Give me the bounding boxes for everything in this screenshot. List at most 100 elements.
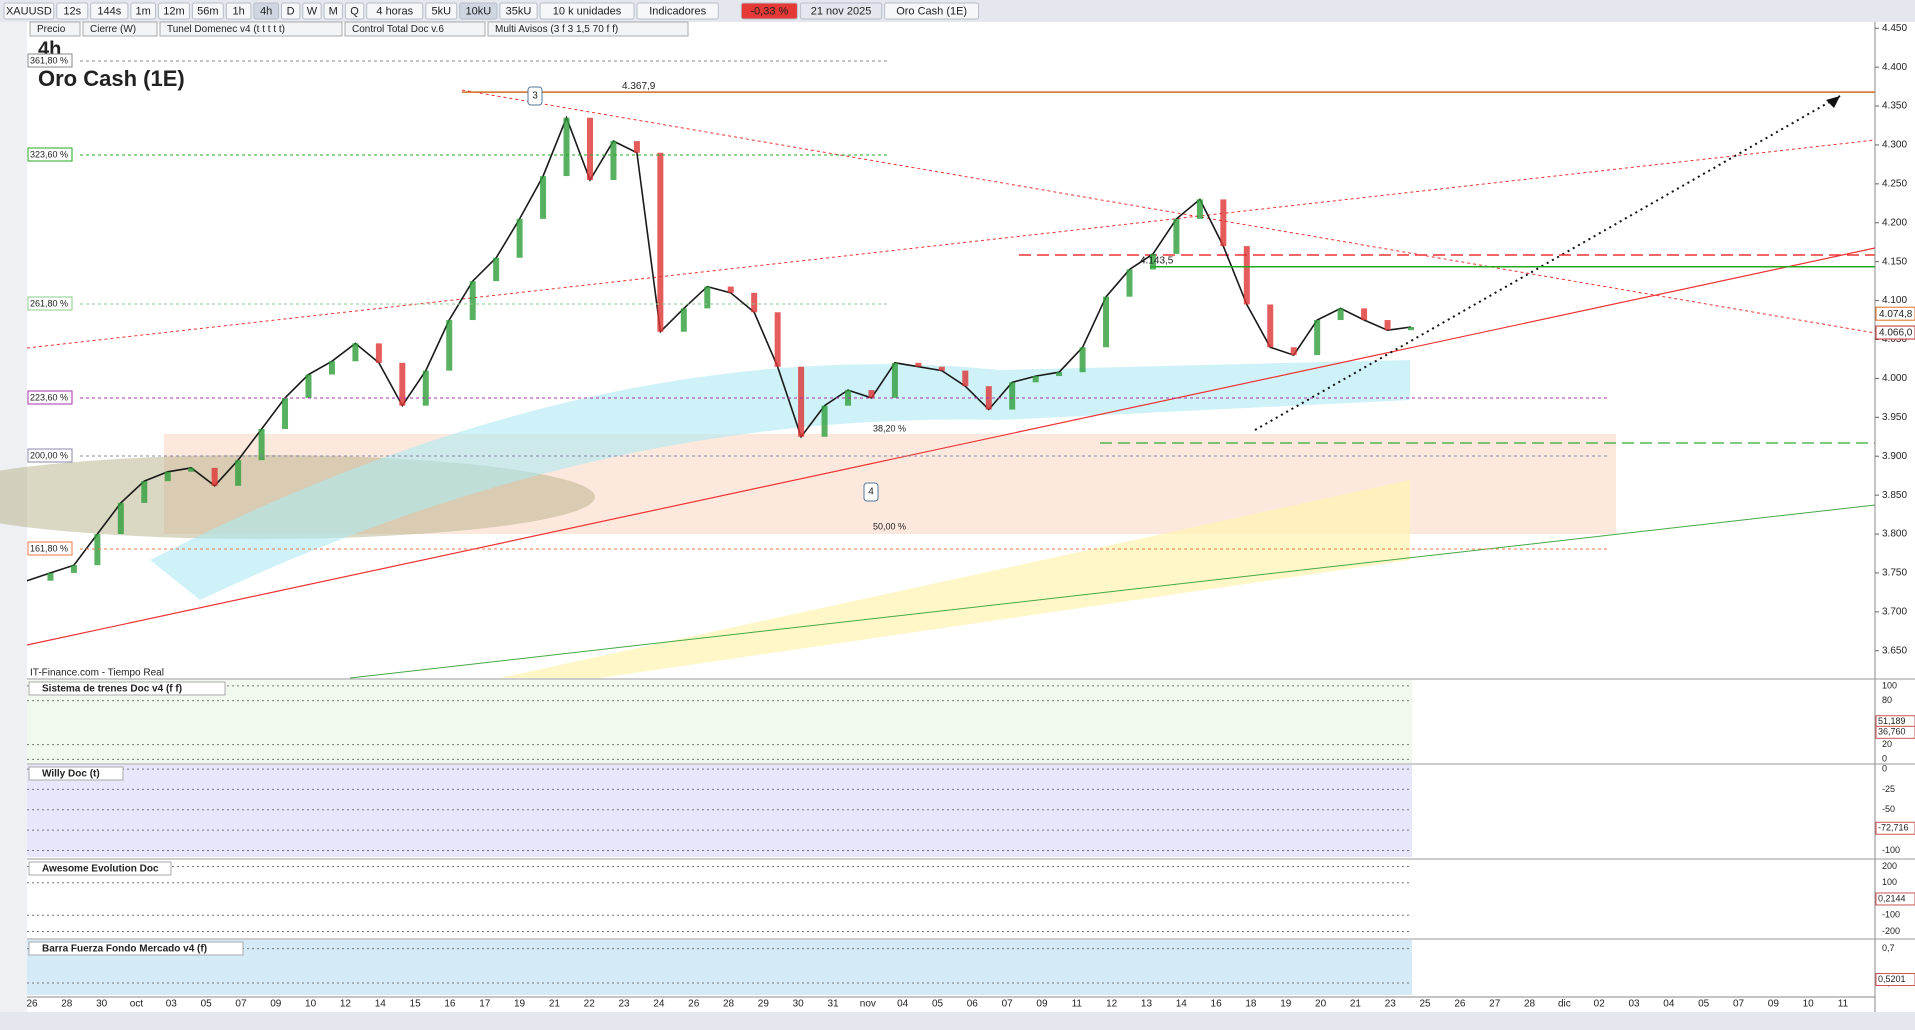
legend-label[interactable]: Cierre (W) <box>90 24 136 35</box>
toolbar-button[interactable] <box>799 2 883 20</box>
toolbar-label[interactable]: 1h <box>232 5 244 17</box>
toolbar-label[interactable]: 10 k unidades <box>553 5 622 17</box>
toolbar-button[interactable] <box>225 2 252 20</box>
trendline <box>349 504 1876 679</box>
candle-body <box>962 370 969 387</box>
toolbar-button[interactable] <box>884 2 980 20</box>
candle-body <box>1126 269 1133 297</box>
toolbar-label[interactable]: -0,33 % <box>750 5 788 17</box>
toolbar-button[interactable] <box>636 2 719 20</box>
toolbar-label[interactable]: Q <box>350 5 359 17</box>
y-tick-label: 4.250 <box>1882 179 1907 190</box>
fib-label: 361,80 % <box>30 55 68 65</box>
toolbar-label[interactable]: 35kU <box>506 5 532 17</box>
legend-label[interactable]: Tunel Domenec v4 (t t t t t) <box>167 24 285 35</box>
y-tick-label: 4.400 <box>1882 62 1907 73</box>
x-tick-label: 22 <box>584 999 596 1010</box>
x-tick-label: 30 <box>96 999 108 1010</box>
toolbar-label[interactable]: 12m <box>163 5 184 17</box>
candle-body <box>540 176 547 219</box>
toolbar-button[interactable] <box>539 2 635 20</box>
legend-chip[interactable] <box>159 21 343 37</box>
current-box <box>1875 821 1915 835</box>
current-label: -72,716 <box>1878 823 1909 833</box>
toolbar-button[interactable] <box>90 2 129 20</box>
current-box <box>1875 725 1915 739</box>
toolbar-button[interactable] <box>344 2 365 20</box>
y-tick-label: 3.700 <box>1882 606 1907 617</box>
fib-box <box>27 296 73 311</box>
toolbar-button[interactable] <box>425 2 458 20</box>
y-tick-label: -25 <box>1882 784 1895 794</box>
x-tick-label: 07 <box>1733 999 1745 1010</box>
toolbar-label[interactable]: 144s <box>97 5 121 17</box>
toolbar-label[interactable]: W <box>307 5 318 17</box>
y-tick-label: 3.850 <box>1882 490 1907 501</box>
fib-label: 223,60 % <box>30 392 68 402</box>
toolbar-button[interactable] <box>323 2 343 20</box>
legend-chip[interactable] <box>487 21 689 37</box>
projection <box>1254 95 1841 431</box>
candle-body <box>1009 382 1016 410</box>
panel-title: Sistema de trenes Doc v4 (f f) <box>42 684 182 695</box>
candle-body <box>821 405 828 437</box>
trendline <box>26 247 1876 646</box>
x-tick-label: 14 <box>1176 999 1188 1010</box>
toolbar-button[interactable] <box>459 2 498 20</box>
legend-label[interactable]: Precio <box>37 24 66 35</box>
toolbar-label[interactable]: 12s <box>63 5 81 17</box>
toolbar-button[interactable] <box>158 2 190 20</box>
panel-title-box <box>28 766 124 781</box>
toolbar-button[interactable] <box>499 2 538 20</box>
legend-label[interactable]: Multi Avisos (3 f 3 1,5 70 f f) <box>495 24 618 35</box>
toolbar-button[interactable] <box>281 2 301 20</box>
candle-body <box>868 390 875 398</box>
x-tick-label: 05 <box>1698 999 1710 1010</box>
y-tick-label: 80 <box>1882 695 1892 705</box>
toolbar-label[interactable]: 56m <box>197 5 218 17</box>
x-tick-label: 02 <box>1594 999 1606 1010</box>
toolbar-button[interactable] <box>253 2 279 20</box>
toolbar-label[interactable]: Indicadores <box>649 5 706 17</box>
legend-chip[interactable] <box>344 21 486 37</box>
fib-box <box>27 448 73 463</box>
candle-body <box>1056 372 1063 377</box>
toolbar-label[interactable]: XAUUSD <box>6 5 52 17</box>
toolbar-label[interactable]: 21 nov 2025 <box>811 5 872 17</box>
x-tick-label: 09 <box>270 999 282 1010</box>
toolbar-button[interactable] <box>130 2 156 20</box>
toolbar-label[interactable]: D <box>287 5 295 17</box>
legend-label[interactable]: Control Total Doc v.6 <box>352 24 444 35</box>
toolbar-label[interactable]: 5kU <box>431 5 451 17</box>
toolbar-button[interactable] <box>56 2 89 20</box>
toolbar-label[interactable]: M <box>329 5 338 17</box>
x-tick-label: 03 <box>166 999 178 1010</box>
toolbar-label[interactable]: Oro Cash (1E) <box>896 5 967 17</box>
x-tick-label: 05 <box>201 999 213 1010</box>
toolbar-button[interactable] <box>740 2 798 20</box>
toolbar-label[interactable]: 4h <box>260 5 272 17</box>
candle-body <box>1361 308 1368 321</box>
legend-chip[interactable] <box>82 21 158 37</box>
toolbar-label[interactable]: 1m <box>136 5 151 17</box>
toolbar-button[interactable] <box>366 2 424 20</box>
x-tick-label: 31 <box>827 999 839 1010</box>
toolbar-label[interactable]: 10kU <box>465 5 491 17</box>
toolbar-label[interactable]: 4 horas <box>376 5 413 17</box>
legend-chip[interactable] <box>29 21 81 37</box>
toolbar-button[interactable] <box>3 2 55 20</box>
current-box <box>1875 973 1915 987</box>
x-tick-label: 19 <box>514 999 526 1010</box>
x-tick-label: dic <box>1558 999 1571 1010</box>
toolbar-button[interactable] <box>191 2 224 20</box>
panel-title-box <box>28 861 172 876</box>
candle-body <box>610 141 617 180</box>
trendline <box>26 139 1876 349</box>
y-tick-label: 4.200 <box>1882 217 1907 228</box>
candle-body <box>704 286 711 309</box>
x-tick-label: 04 <box>1663 999 1675 1010</box>
fib-label: 161,80 % <box>30 543 68 553</box>
toolbar-button[interactable] <box>302 2 322 20</box>
x-tick-label: 14 <box>375 999 387 1010</box>
